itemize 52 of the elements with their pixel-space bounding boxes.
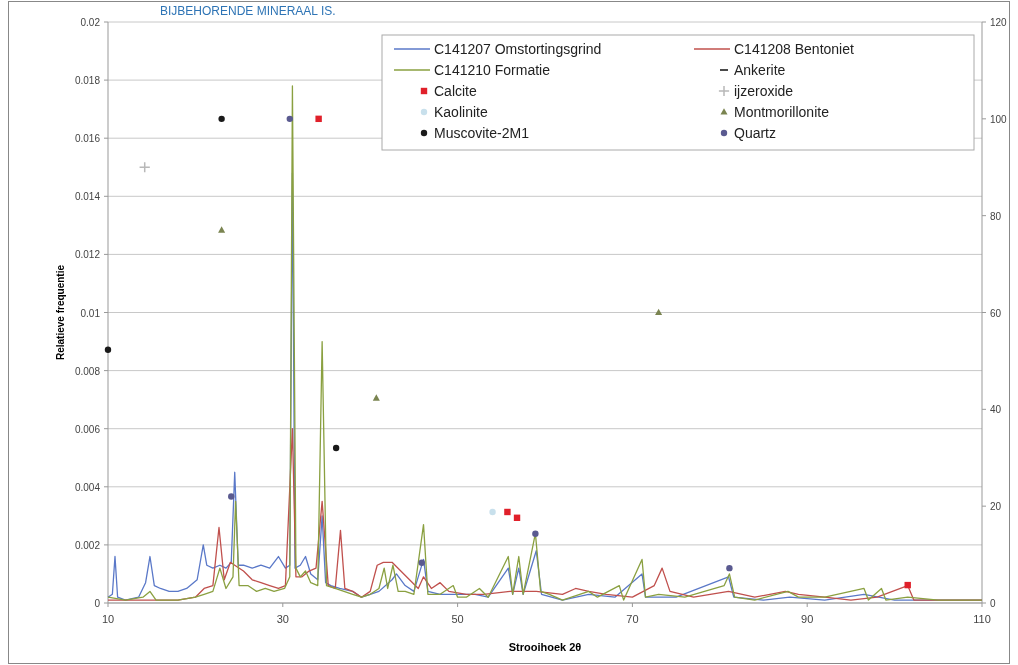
point bbox=[372, 394, 380, 401]
legend-label: C141210 Formatie bbox=[434, 62, 551, 78]
y-tick-label: 0 bbox=[94, 598, 101, 609]
text: BIJBEHORENDE MINERAAL IS. bbox=[160, 4, 336, 18]
y2-tick-label: 60 bbox=[990, 307, 1002, 319]
point bbox=[315, 115, 322, 123]
point bbox=[418, 559, 425, 567]
y-tick-label: 0.002 bbox=[74, 539, 101, 551]
y2-tick-label: 0 bbox=[990, 598, 996, 609]
point bbox=[504, 508, 511, 516]
legend-label: C141207 Omstortingsgrind bbox=[434, 41, 602, 57]
point bbox=[332, 444, 340, 452]
legend-label: Montmorillonite bbox=[734, 104, 830, 120]
legend-label: Ankerite bbox=[734, 62, 786, 78]
point bbox=[489, 508, 496, 516]
point bbox=[218, 226, 226, 233]
y-tick-label: 0.02 bbox=[80, 17, 101, 28]
point bbox=[532, 530, 539, 537]
y2-tick-label: 100 bbox=[990, 113, 1008, 125]
x-tick-label: 50 bbox=[451, 613, 464, 625]
legend-label: Kaolinite bbox=[434, 104, 488, 120]
y2-tick-label: 40 bbox=[990, 404, 1002, 416]
point bbox=[104, 346, 112, 353]
x-tick-label: 90 bbox=[801, 613, 814, 625]
point bbox=[228, 493, 235, 500]
y-tick-label: 0.018 bbox=[74, 75, 101, 87]
y-tick-label: 0.01 bbox=[80, 307, 101, 319]
legend-label: Quartz bbox=[734, 125, 777, 141]
y-tick-label: 0.008 bbox=[74, 365, 101, 377]
y-axis-title: Relatieve frequentie bbox=[55, 264, 66, 361]
point bbox=[655, 308, 663, 316]
x-tick-label: 10 bbox=[101, 613, 115, 625]
y-tick-label: 0.016 bbox=[74, 133, 101, 145]
point bbox=[286, 115, 293, 123]
y-tick-label: 0.006 bbox=[74, 423, 101, 435]
x-tick-label: 70 bbox=[626, 613, 639, 625]
x-axis-title: Strooihoek 2θ bbox=[508, 641, 582, 653]
legend-label: Muscovite-2M1 bbox=[434, 125, 530, 141]
point bbox=[726, 564, 733, 572]
y2-tick-label: 20 bbox=[990, 501, 1002, 513]
legend-label: Calcite bbox=[434, 83, 478, 99]
legend-label: ijzeroxide bbox=[734, 83, 794, 99]
legend-label: C141208 Bentoniet bbox=[734, 41, 854, 57]
y-tick-label: 0.012 bbox=[74, 249, 101, 261]
x-tick-label: 30 bbox=[276, 613, 289, 625]
y2-tick-label: 120 bbox=[990, 17, 1008, 28]
y-tick-label: 0.014 bbox=[74, 191, 101, 203]
y-tick-label: 0.004 bbox=[74, 481, 101, 493]
y2-tick-label: 80 bbox=[990, 210, 1002, 222]
point bbox=[138, 161, 151, 174]
x-tick-label: 110 bbox=[973, 613, 991, 625]
point bbox=[218, 115, 225, 123]
